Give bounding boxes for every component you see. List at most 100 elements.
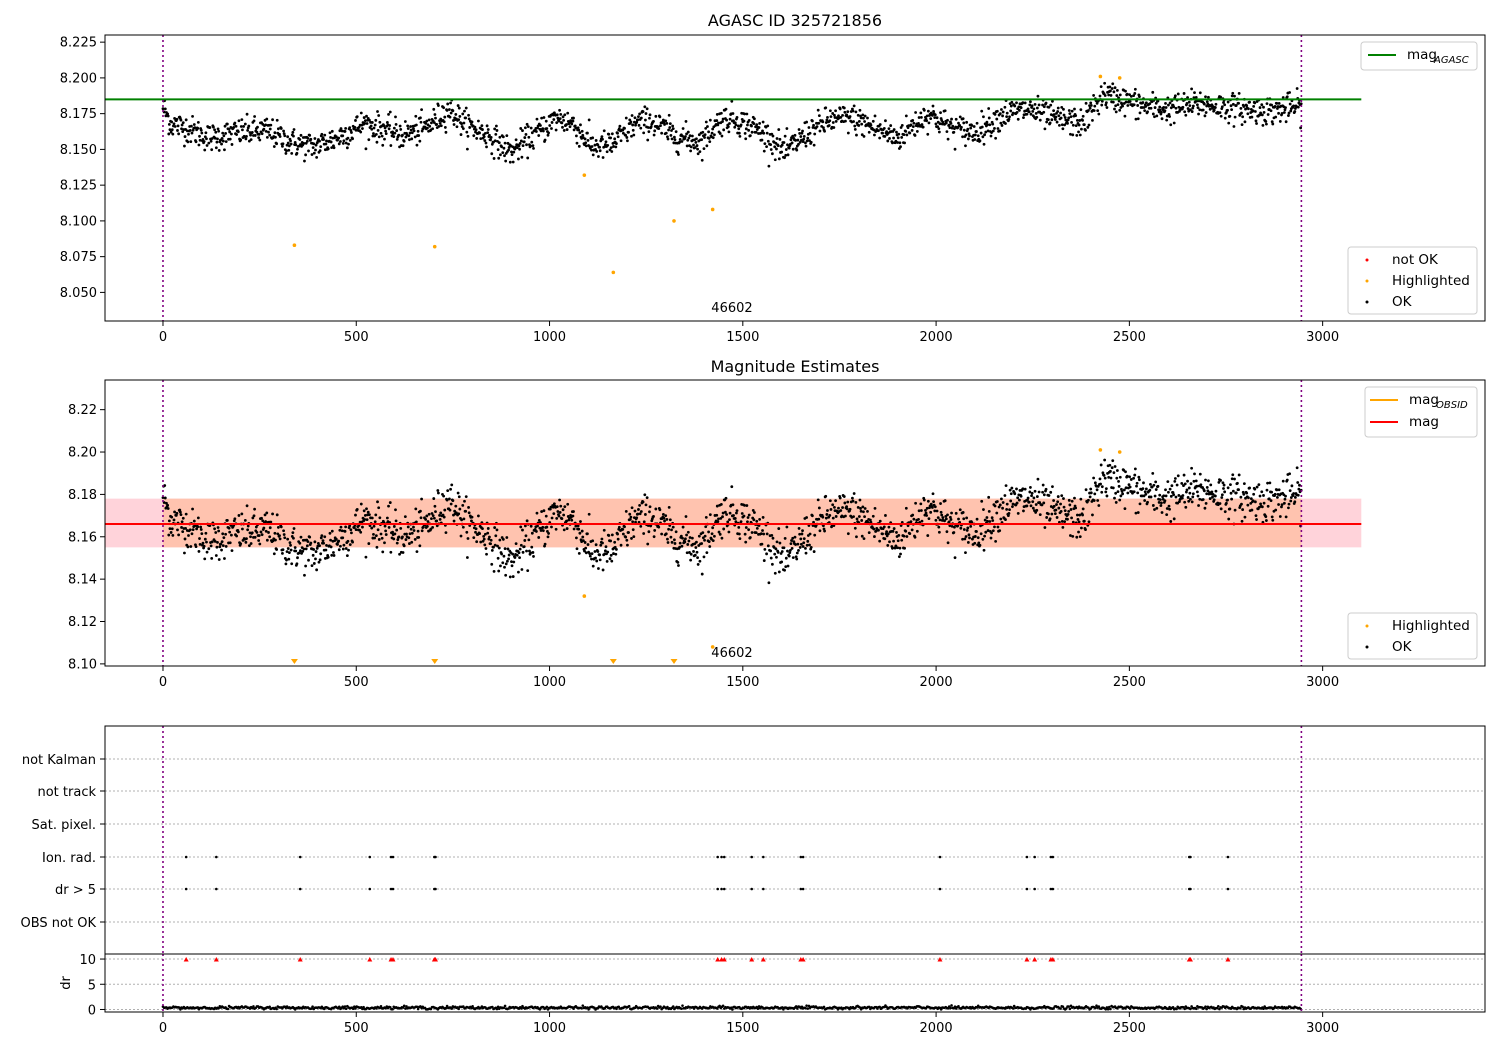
ok-point <box>879 520 882 523</box>
ok-point <box>426 127 429 130</box>
ok-point <box>959 527 962 530</box>
ok-point <box>171 534 174 537</box>
ok-point <box>988 123 991 126</box>
ok-point <box>298 542 301 545</box>
ok-point <box>525 550 528 553</box>
ok-point <box>870 124 873 127</box>
highlighted-point <box>433 245 437 249</box>
ok-point <box>1111 459 1114 462</box>
ok-point <box>940 514 943 517</box>
ok-point <box>307 559 310 562</box>
ok-point <box>212 126 215 129</box>
x-tick-label: 1000 <box>533 330 566 345</box>
ok-point <box>490 136 493 139</box>
ok-point <box>514 556 517 559</box>
ok-point <box>1075 536 1078 539</box>
ok-point <box>253 508 256 511</box>
ok-point <box>692 144 695 147</box>
ok-point <box>1164 499 1167 502</box>
ok-point <box>1045 516 1048 519</box>
ok-point <box>175 118 178 121</box>
ok-point <box>1139 502 1142 505</box>
ok-point <box>1287 506 1290 509</box>
ok-point <box>1029 100 1032 103</box>
ok-point <box>1049 104 1052 107</box>
ok-point <box>572 515 575 518</box>
ok-point <box>965 134 968 137</box>
ok-point <box>855 535 858 538</box>
ok-point <box>361 526 364 529</box>
ok-point <box>189 528 192 531</box>
ok-point <box>685 120 688 123</box>
ok-point <box>428 125 431 128</box>
ok-point <box>279 537 282 540</box>
ok-point <box>994 137 997 140</box>
ok-point <box>424 518 427 521</box>
ok-point <box>1168 115 1171 118</box>
ok-point <box>344 127 347 130</box>
ok-point <box>676 561 679 564</box>
ok-point <box>1157 485 1160 488</box>
ok-point <box>778 571 781 574</box>
ok-point <box>275 142 278 145</box>
ok-point <box>1054 512 1057 515</box>
ok-point <box>587 543 590 546</box>
ok-point <box>611 533 614 536</box>
ok-point <box>897 136 900 139</box>
ok-point <box>374 513 377 516</box>
ok-point <box>1214 106 1217 109</box>
ok-point <box>832 517 835 520</box>
ok-point <box>1287 114 1290 117</box>
ok-point <box>994 540 997 543</box>
ok-point <box>637 508 640 511</box>
ok-point <box>708 545 711 548</box>
ok-point <box>372 132 375 135</box>
ok-point <box>818 114 821 117</box>
ok-point <box>210 545 213 548</box>
ok-point <box>1190 482 1193 485</box>
ok-point <box>283 533 286 536</box>
ok-point <box>1300 102 1303 105</box>
ok-point <box>694 141 697 144</box>
ok-point <box>1211 496 1214 499</box>
x-tick-label: 1000 <box>533 675 566 690</box>
ok-point <box>262 527 265 530</box>
ok-point <box>1221 493 1224 496</box>
ok-point <box>903 535 906 538</box>
ok-point <box>1236 482 1239 485</box>
ok-point <box>291 131 294 134</box>
ok-point <box>558 499 561 502</box>
ok-point <box>599 149 602 152</box>
dr-gt-5-flag <box>939 888 942 891</box>
ok-point <box>835 120 838 123</box>
ok-point <box>1294 496 1297 499</box>
ok-point <box>1230 104 1233 107</box>
ok-point <box>847 132 850 135</box>
ok-point <box>837 507 840 510</box>
ok-point <box>496 528 499 531</box>
ok-point <box>374 119 377 122</box>
ok-point <box>1118 499 1121 502</box>
ok-point <box>982 115 985 118</box>
ok-point <box>296 562 299 565</box>
ok-point <box>498 141 501 144</box>
ok-point <box>395 123 398 126</box>
ok-point <box>547 532 550 535</box>
ok-point <box>176 129 179 132</box>
ok-point <box>1116 469 1119 472</box>
ok-point <box>1136 104 1139 107</box>
ok-point <box>351 137 354 140</box>
ok-point <box>805 516 808 519</box>
ok-point <box>976 122 979 125</box>
ok-point <box>852 110 855 113</box>
ok-point <box>313 137 316 140</box>
ok-point <box>1219 479 1222 482</box>
ok-point <box>216 546 219 549</box>
ok-point <box>770 148 773 151</box>
ok-point <box>1219 96 1222 99</box>
ok-point <box>727 125 730 128</box>
ok-point <box>851 497 854 500</box>
ok-point <box>545 515 548 518</box>
ok-point <box>1214 495 1217 498</box>
ok-point <box>1006 503 1009 506</box>
